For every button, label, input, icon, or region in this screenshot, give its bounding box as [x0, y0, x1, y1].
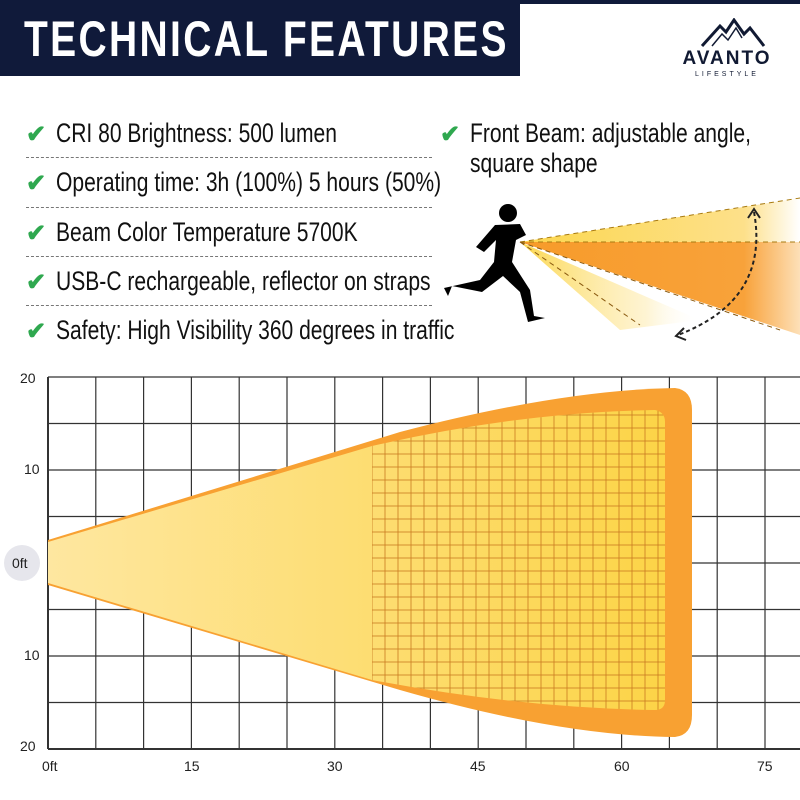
check-icon: ✔	[26, 269, 47, 296]
check-icon: ✔	[26, 170, 47, 197]
check-icon: ✔	[26, 318, 47, 345]
x-tick-label: 75	[757, 758, 773, 774]
divider	[26, 256, 432, 257]
y-center-badge	[4, 545, 40, 581]
x-tick-label: 45	[470, 758, 486, 774]
header-banner: TECHNICAL FEATURES	[0, 0, 520, 76]
logo-tagline: LIFESTYLE	[695, 71, 759, 78]
brand-logo: AVANTO LIFESTYLE	[672, 18, 782, 80]
page-title: TECHNICAL FEATURES	[24, 11, 509, 67]
x-tick-label: 0ft	[42, 758, 58, 774]
y-tick-label: 10	[24, 461, 40, 477]
divider	[26, 157, 432, 158]
y-tick-label: 20	[20, 738, 36, 754]
mountain-icon	[700, 18, 766, 48]
divider	[26, 305, 432, 306]
runner-silhouette-icon	[444, 204, 545, 322]
y-tick-label: 10	[24, 647, 40, 663]
x-tick-label: 60	[614, 758, 630, 774]
check-icon: ✔	[440, 121, 461, 148]
y-tick-label: 20	[20, 370, 36, 386]
adjust-angle-arrow-icon	[677, 211, 758, 336]
divider	[26, 207, 432, 208]
x-tick-label: 30	[327, 758, 343, 774]
focused-beam-area	[372, 410, 665, 710]
x-tick-label: 15	[184, 758, 200, 774]
check-icon: ✔	[26, 121, 47, 148]
y-tick-label-center: 0ft	[12, 555, 28, 571]
logo-name: AVANTO	[682, 48, 772, 69]
beam-cone	[519, 197, 800, 335]
check-icon: ✔	[26, 220, 47, 247]
